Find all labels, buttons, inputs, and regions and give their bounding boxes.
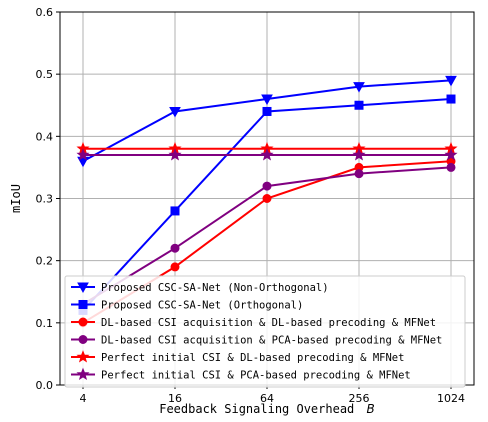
data-point xyxy=(262,106,272,116)
y-axis-ticks: 0.0 0.1 0.2 0.3 0.4 0.5 0.6 xyxy=(36,6,60,392)
legend-marker xyxy=(78,335,88,344)
y-tick-label: 0.2 xyxy=(36,255,54,268)
series-group xyxy=(76,75,458,328)
data-point xyxy=(260,148,274,161)
data-point xyxy=(170,206,180,216)
data-point xyxy=(262,194,272,203)
y-tick-label: 0.3 xyxy=(36,193,54,206)
y-axis-label: mIoU xyxy=(9,184,23,213)
legend-label: Proposed CSC-SA-Net (Non-Orthogonal) xyxy=(101,282,329,294)
data-point xyxy=(170,243,180,253)
x-tick-label: 256 xyxy=(349,392,370,405)
legend-marker xyxy=(76,350,90,363)
x-tick-label: 64 xyxy=(260,392,274,405)
legend-marker xyxy=(77,282,89,294)
legend-label: Perfect initial CSI & DL-based precoding… xyxy=(101,352,404,364)
x-axis-label: Feedback Signaling Overhead B xyxy=(159,402,375,416)
legend-entry: Perfect initial CSI & PCA-based precodin… xyxy=(71,367,411,382)
legend-box xyxy=(64,275,466,388)
data-point xyxy=(76,148,90,161)
legend-label: DL-based CSI acquisition & DL-based prec… xyxy=(101,317,436,329)
x-tick-label: 16 xyxy=(168,392,182,405)
y-tick-label: 0.4 xyxy=(36,130,54,143)
legend-entry: DL-based CSI acquisition & PCA-based pre… xyxy=(71,335,442,347)
data-point xyxy=(353,82,365,93)
y-tick-label: 0.5 xyxy=(36,68,54,81)
legend-marker xyxy=(78,317,88,327)
legend-marker xyxy=(78,300,88,309)
data-point xyxy=(168,148,182,161)
legend-entry: DL-based CSI acquisition & DL-based prec… xyxy=(71,317,436,329)
data-point xyxy=(354,100,364,110)
data-point xyxy=(262,181,272,191)
x-tick-label: 1024 xyxy=(437,392,465,405)
x-axis-ticks: 4 16 64 256 1024 xyxy=(80,385,465,405)
y-tick-label: 0.1 xyxy=(36,317,54,330)
legend-label: DL-based CSI acquisition & PCA-based pre… xyxy=(101,335,442,347)
legend-label: Perfect initial CSI & PCA-based precodin… xyxy=(101,370,411,382)
legend-label: Proposed CSC-SA-Net (Orthogonal) xyxy=(101,300,303,312)
series-6 xyxy=(76,148,458,161)
x-axis-label-text: Feedback Signaling Overhead xyxy=(159,402,354,416)
data-point xyxy=(444,148,458,161)
x-tick-label: 4 xyxy=(80,392,87,405)
legend-entry: Proposed CSC-SA-Net (Non-Orthogonal) xyxy=(71,282,329,294)
y-tick-label: 0.6 xyxy=(36,6,54,19)
data-point xyxy=(169,106,181,118)
data-point xyxy=(352,148,366,161)
legend: Proposed CSC-SA-Net (Non-Orthogonal) Prop… xyxy=(64,275,466,388)
legend-marker xyxy=(76,367,90,381)
y-tick-label: 0.0 xyxy=(36,379,54,392)
data-point xyxy=(446,94,456,104)
legend-entry: Proposed CSC-SA-Net (Orthogonal) xyxy=(71,300,303,312)
x-axis-label-symbol: B xyxy=(367,402,375,416)
data-point xyxy=(446,162,456,172)
data-point xyxy=(170,262,180,272)
data-point xyxy=(445,75,457,87)
data-point xyxy=(77,156,89,168)
data-point xyxy=(354,169,364,179)
legend-entry: Perfect initial CSI & DL-based precoding… xyxy=(71,350,404,364)
data-point xyxy=(261,94,273,106)
